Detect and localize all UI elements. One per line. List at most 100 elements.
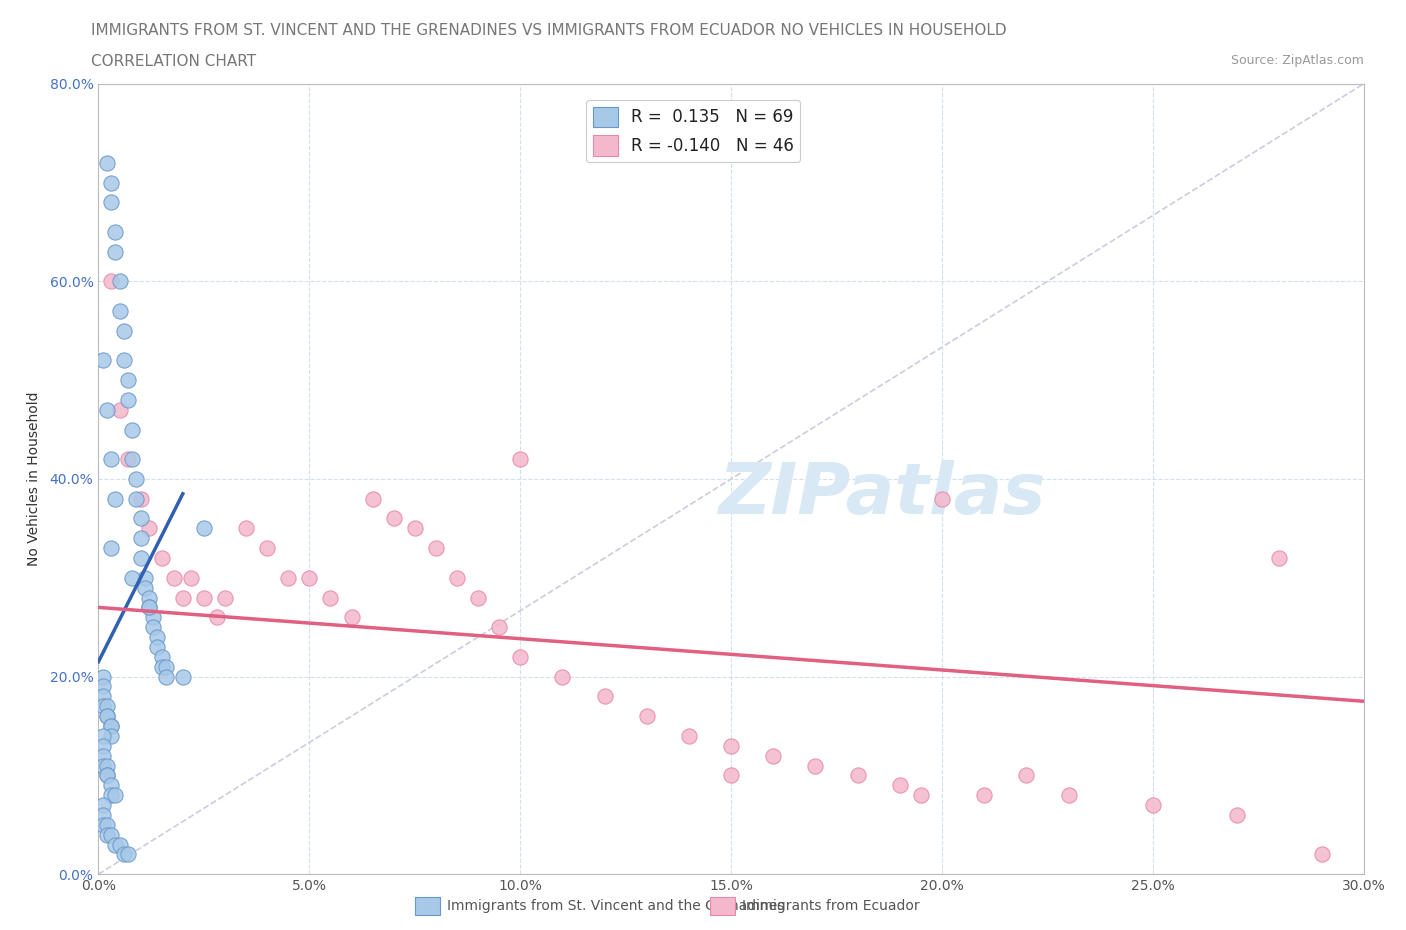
Point [382, 512, 405, 526]
Point [96, 828, 118, 843]
Point [138, 600, 160, 615]
Point [96, 709, 118, 724]
Point [91, 807, 114, 822]
Point [488, 619, 510, 634]
Point [404, 521, 426, 536]
Point [910, 788, 932, 803]
Point [104, 788, 127, 803]
Text: ZIPatlas: ZIPatlas [720, 460, 1046, 529]
Point [100, 452, 122, 467]
Point [100, 540, 122, 555]
Point [361, 491, 384, 506]
Point [96, 698, 118, 713]
Point [91, 738, 114, 753]
Point [1142, 798, 1164, 813]
Point [100, 788, 122, 803]
Point [205, 610, 228, 625]
Point [96, 768, 118, 783]
Point [100, 728, 122, 743]
Point [91, 748, 114, 763]
Text: IMMIGRANTS FROM ST. VINCENT AND THE GRENADINES VS IMMIGRANTS FROM ECUADOR NO VEH: IMMIGRANTS FROM ST. VINCENT AND THE GREN… [91, 23, 1007, 38]
Text: Source: ZipAtlas.com: Source: ZipAtlas.com [1230, 54, 1364, 67]
Point [91, 689, 114, 704]
Point [117, 847, 139, 862]
Point [720, 738, 742, 753]
Point [1057, 788, 1080, 803]
Point [129, 551, 152, 565]
Point [96, 768, 118, 783]
Point [121, 570, 143, 585]
Point [298, 570, 321, 585]
Point [636, 709, 658, 724]
Point [155, 659, 177, 674]
Point [138, 521, 160, 536]
Point [193, 591, 215, 605]
Point [193, 521, 215, 536]
Point [91, 728, 114, 743]
Legend: R =  0.135   N = 69, R = -0.140   N = 46: R = 0.135 N = 69, R = -0.140 N = 46 [586, 100, 800, 162]
Point [235, 521, 257, 536]
Point [150, 659, 173, 674]
Point [1310, 847, 1333, 862]
Point [125, 491, 148, 506]
Point [100, 175, 122, 190]
Y-axis label: No Vehicles in Household: No Vehicles in Household [27, 392, 41, 566]
Point [150, 649, 173, 664]
Point [256, 540, 278, 555]
Point [846, 768, 869, 783]
Point [446, 570, 468, 585]
Point [804, 758, 827, 773]
Point [129, 512, 152, 526]
Point [91, 798, 114, 813]
Point [277, 570, 299, 585]
Point [146, 640, 169, 655]
Point [150, 551, 173, 565]
Point [155, 670, 177, 684]
Point [134, 570, 156, 585]
Point [100, 274, 122, 289]
Point [96, 403, 118, 418]
Point [104, 224, 127, 239]
Text: CORRELATION CHART: CORRELATION CHART [91, 54, 256, 69]
Text: Immigrants from St. Vincent and the Grenadines: Immigrants from St. Vincent and the Gren… [447, 898, 785, 913]
Point [134, 580, 156, 595]
Point [129, 491, 152, 506]
Point [112, 352, 135, 367]
Point [1268, 551, 1291, 565]
Point [121, 422, 143, 437]
Point [1015, 768, 1038, 783]
Point [138, 591, 160, 605]
Point [467, 591, 489, 605]
Point [108, 837, 131, 852]
Point [96, 817, 118, 832]
Point [125, 472, 148, 486]
Point [104, 491, 127, 506]
Text: Immigrants from Ecuador: Immigrants from Ecuador [742, 898, 920, 913]
Point [108, 274, 131, 289]
Point [121, 452, 143, 467]
Point [1226, 807, 1249, 822]
Point [142, 619, 165, 634]
Point [509, 452, 531, 467]
Point [100, 719, 122, 734]
Point [138, 600, 160, 615]
Point [973, 788, 995, 803]
Point [172, 670, 194, 684]
Point [96, 758, 118, 773]
Point [96, 155, 118, 170]
Point [425, 540, 447, 555]
Point [91, 698, 114, 713]
Point [112, 324, 135, 339]
Point [551, 670, 574, 684]
Point [678, 728, 700, 743]
Point [146, 630, 169, 644]
Point [91, 670, 114, 684]
Point [129, 531, 152, 546]
Point [720, 768, 742, 783]
Point [91, 352, 114, 367]
Point [931, 491, 953, 506]
Point [104, 837, 127, 852]
Point [100, 828, 122, 843]
Point [100, 719, 122, 734]
Point [180, 570, 202, 585]
